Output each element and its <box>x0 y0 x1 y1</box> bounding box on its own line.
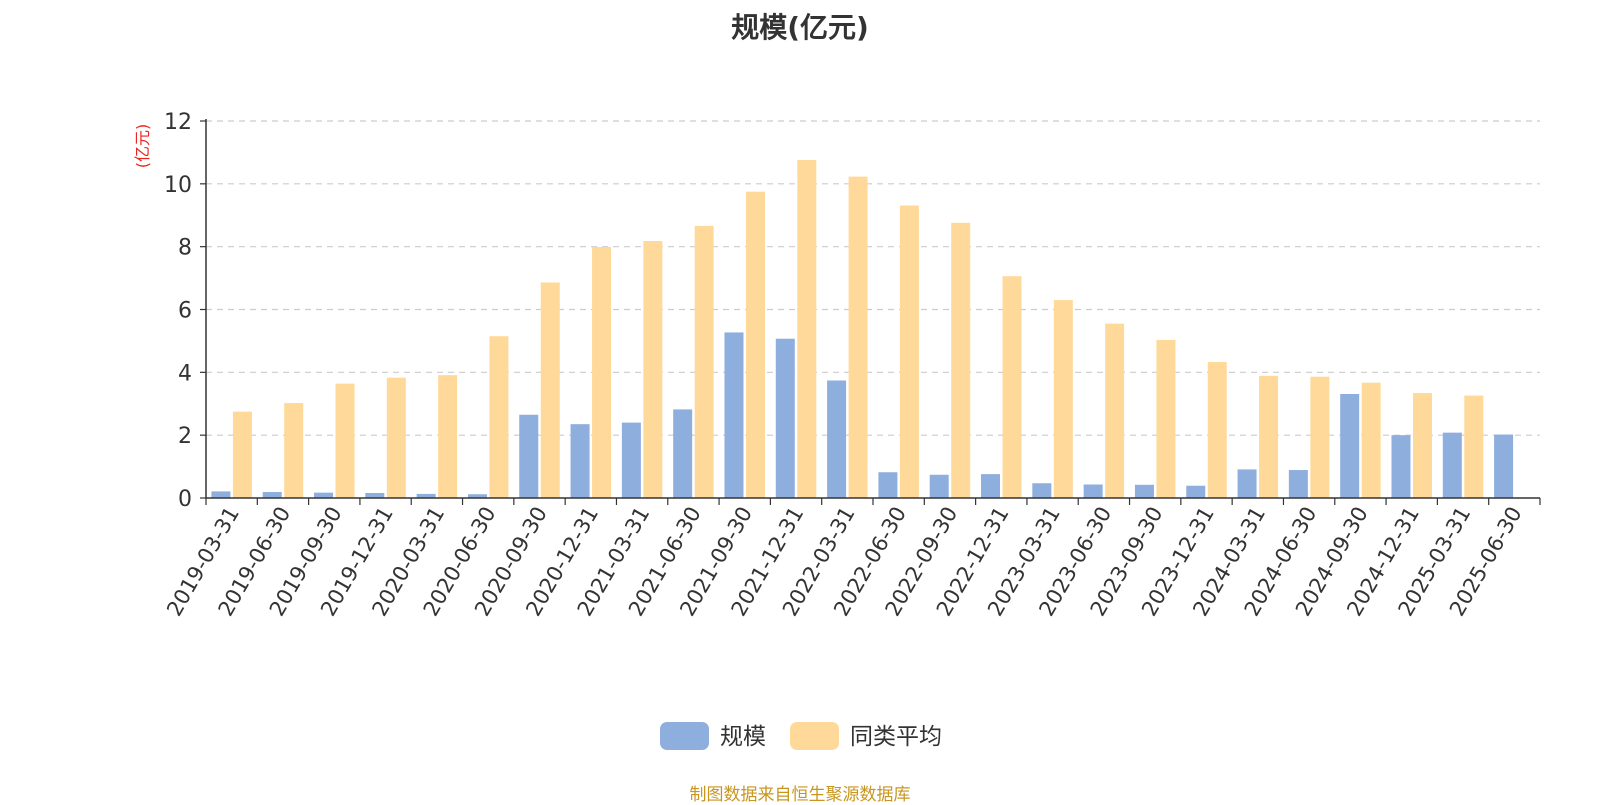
legend: 规模 同类平均 <box>660 722 942 750</box>
bar-peer-average <box>489 336 509 498</box>
bar-peer-average <box>284 403 304 498</box>
y-tick-label: 2 <box>178 424 192 449</box>
bar-scale <box>724 332 744 498</box>
bar-peer-average <box>1105 323 1125 498</box>
bar-peer-average <box>1464 395 1484 498</box>
grid-lines <box>206 120 1540 436</box>
bar-scale <box>1237 469 1257 498</box>
bar-peer-average <box>745 191 765 498</box>
bar-peer-average <box>694 225 714 498</box>
y-tick-labels: 0 2 4 6 8 10 12 <box>164 110 192 512</box>
axes <box>200 119 1541 505</box>
bar-peer-average <box>1053 300 1073 498</box>
bars <box>211 159 1514 499</box>
bar-scale <box>1288 470 1308 498</box>
bar-scale <box>1134 484 1154 498</box>
bar-peer-average <box>1156 339 1176 498</box>
bar-peer-average <box>386 377 406 498</box>
bar-peer-average <box>1259 375 1279 498</box>
chart-title: 规模(亿元) <box>731 11 869 44</box>
bar-peer-average <box>1412 393 1432 498</box>
bar-scale <box>519 414 539 498</box>
legend-label[interactable]: 规模 <box>720 724 766 750</box>
bar-scale <box>621 422 641 498</box>
y-tick-label: 10 <box>164 173 192 198</box>
data-source-note: 制图数据来自恒生聚源数据库 <box>689 785 911 805</box>
bar-scale <box>1186 485 1206 498</box>
bar-peer-average <box>438 375 458 498</box>
bar-scale <box>211 491 231 498</box>
bar-peer-average <box>1207 361 1227 498</box>
x-tick-labels: 2019-03-312019-06-302019-09-302019-12-31… <box>162 503 1527 621</box>
bar-scale <box>365 492 385 498</box>
bar-scale <box>1032 483 1052 498</box>
bar-scale <box>878 472 898 498</box>
y-tick-label: 0 <box>178 487 192 512</box>
bar-scale <box>673 409 693 498</box>
bar-peer-average <box>592 246 612 498</box>
bar-peer-average <box>899 205 919 498</box>
y-tick-label: 12 <box>164 110 192 135</box>
bar-scale <box>570 424 590 498</box>
y-tick-label: 4 <box>178 361 192 386</box>
y-axis-label: (亿元) <box>133 124 152 169</box>
bar-peer-average <box>643 241 663 499</box>
bar-scale <box>775 338 795 498</box>
bar-peer-average <box>540 282 560 498</box>
bar-scale <box>1494 434 1514 498</box>
bar-scale <box>416 493 436 498</box>
bar-scale <box>1442 432 1462 498</box>
y-tick-label: 6 <box>178 299 192 324</box>
bar-peer-average <box>797 159 817 498</box>
legend-swatch[interactable] <box>790 722 839 750</box>
bar-scale <box>929 474 949 498</box>
bar-scale <box>1340 394 1360 498</box>
bar-peer-average <box>848 176 868 499</box>
bar-scale <box>262 492 282 498</box>
legend-swatch[interactable] <box>660 722 709 750</box>
legend-label[interactable]: 同类平均 <box>850 724 942 750</box>
bar-peer-average <box>1361 382 1381 498</box>
bar-scale <box>827 380 847 498</box>
bar-peer-average <box>1002 276 1022 498</box>
bar-scale <box>1391 435 1411 498</box>
bar-peer-average <box>951 222 971 499</box>
bar-scale <box>981 474 1001 498</box>
bar-scale <box>314 492 334 498</box>
y-tick-label: 8 <box>178 236 192 261</box>
bar-scale <box>1083 484 1103 498</box>
bar-peer-average <box>335 383 355 498</box>
bar-peer-average <box>1310 376 1330 498</box>
bar-peer-average <box>232 411 252 498</box>
bar-scale <box>467 494 487 498</box>
